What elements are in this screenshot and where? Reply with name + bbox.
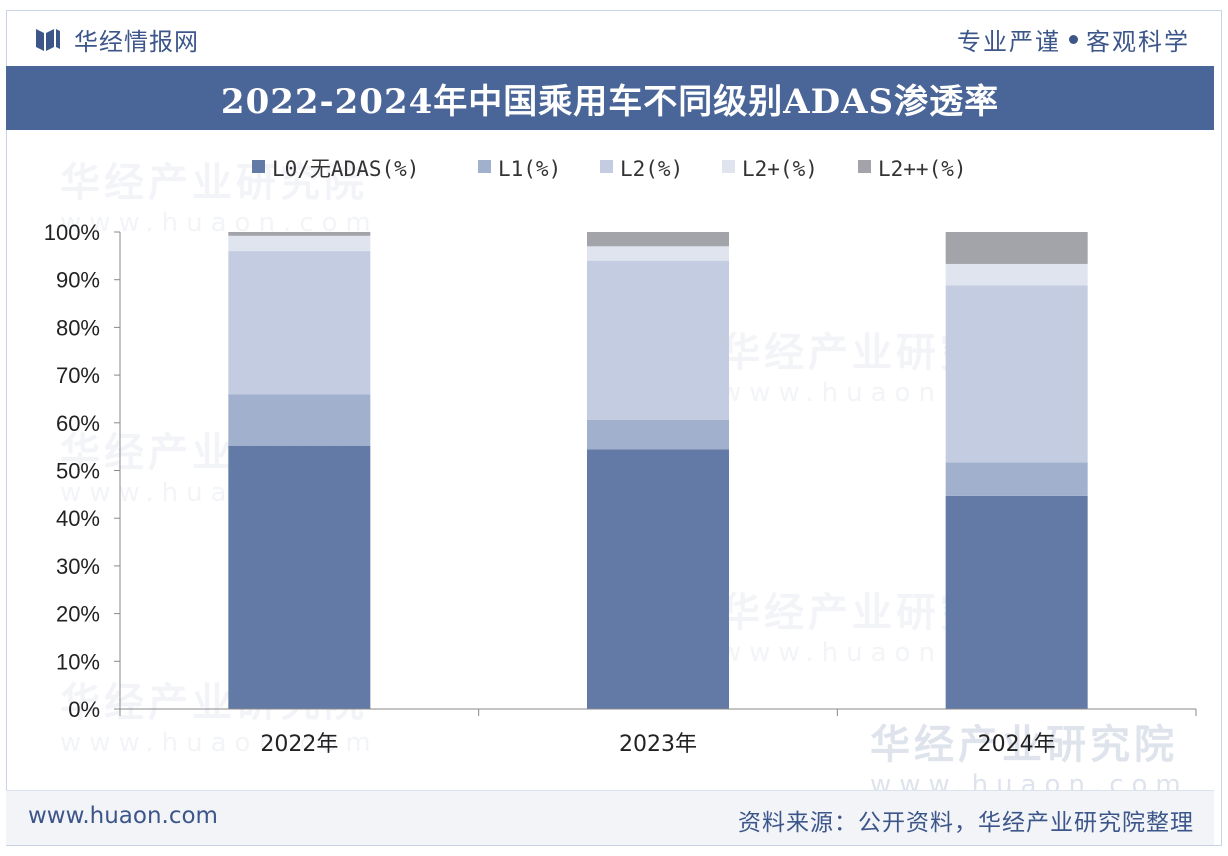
legend-swatch: [252, 160, 265, 173]
y-tick-label: 30%: [56, 554, 100, 579]
chart-frame: [6, 10, 1222, 846]
brand: 华经情报网: [34, 22, 199, 56]
legend-label: L1(%): [498, 157, 561, 181]
x-tick-label: 2024年: [978, 732, 1056, 757]
y-tick-label: 20%: [56, 602, 100, 627]
footer: www.huaon.com 资料来源：公开资料，华经产业研究院整理: [6, 790, 1214, 845]
bar-segment: [587, 232, 729, 247]
y-axis: 0% 10% 20% 30% 40% 50% 60% 70% 80% 90% 100%: [44, 220, 121, 722]
legend-label: L2+(%): [742, 157, 818, 181]
y-tick-label: 10%: [56, 649, 100, 674]
bar-segment: [587, 246, 729, 261]
legend-label: L0/无ADAS(%): [272, 157, 419, 181]
bar-segment: [228, 445, 371, 709]
x-tick-label: 2022年: [260, 732, 338, 757]
bar-segment: [587, 449, 729, 709]
y-tick-label: 60%: [56, 411, 100, 436]
bar-segment: [945, 232, 1088, 264]
slogan: 专业严谨 客观科学: [957, 22, 1190, 56]
bar-segment: [228, 394, 371, 446]
y-tick-label: 80%: [56, 315, 100, 340]
y-tick-label: 0%: [68, 697, 100, 722]
y-tick-label: 90%: [56, 268, 100, 293]
y-tick-label: 40%: [56, 506, 100, 531]
bar-segment: [945, 285, 1088, 463]
legend-swatch: [600, 160, 613, 173]
bullet-dot-icon: [1069, 34, 1078, 44]
bar-segment: [587, 419, 729, 450]
slogan-left: 专业严谨: [957, 27, 1061, 56]
legend-swatch: [478, 160, 491, 173]
chart-title: 2022-2024年中国乘用车不同级别ADAS渗透率: [220, 81, 1000, 122]
legend: L0/无ADAS(%) L1(%) L2(%) L2+(%) L2++(%): [252, 157, 967, 181]
bar-segment: [945, 462, 1088, 496]
bars: [228, 232, 1088, 709]
footer-source: 资料来源：公开资料，华经产业研究院整理: [738, 810, 1194, 836]
x-axis: 2022年 2023年 2024年: [119, 708, 1197, 757]
brand-name: 华经情报网: [74, 27, 199, 56]
bar-segment: [228, 232, 371, 236]
legend-label: L2(%): [620, 157, 683, 181]
legend-label: L2++(%): [878, 157, 967, 181]
x-tick-label: 2023年: [619, 732, 697, 757]
bar-segment: [587, 260, 729, 420]
bar-segment: [228, 235, 371, 252]
y-tick-label: 70%: [56, 363, 100, 388]
footer-url: www.huaon.com: [28, 803, 218, 829]
y-tick-label: 50%: [56, 459, 100, 484]
bar-segment: [945, 263, 1088, 286]
brand-logo-icon: [36, 29, 60, 51]
stacked-bar-chart: L0/无ADAS(%) L1(%) L2(%) L2+(%) L2++(%) 0% 10%…: [44, 157, 1197, 757]
top-bar: 华经情报网 专业严谨 客观科学: [0, 0, 1228, 64]
bar-segment: [228, 251, 371, 395]
legend-swatch: [722, 160, 735, 173]
legend-swatch: [858, 160, 871, 173]
slogan-right: 客观科学: [1086, 27, 1190, 56]
y-tick-label: 100%: [44, 220, 100, 245]
title-band: 2022-2024年中国乘用车不同级别ADAS渗透率: [6, 66, 1214, 130]
bar-segment: [945, 495, 1088, 709]
